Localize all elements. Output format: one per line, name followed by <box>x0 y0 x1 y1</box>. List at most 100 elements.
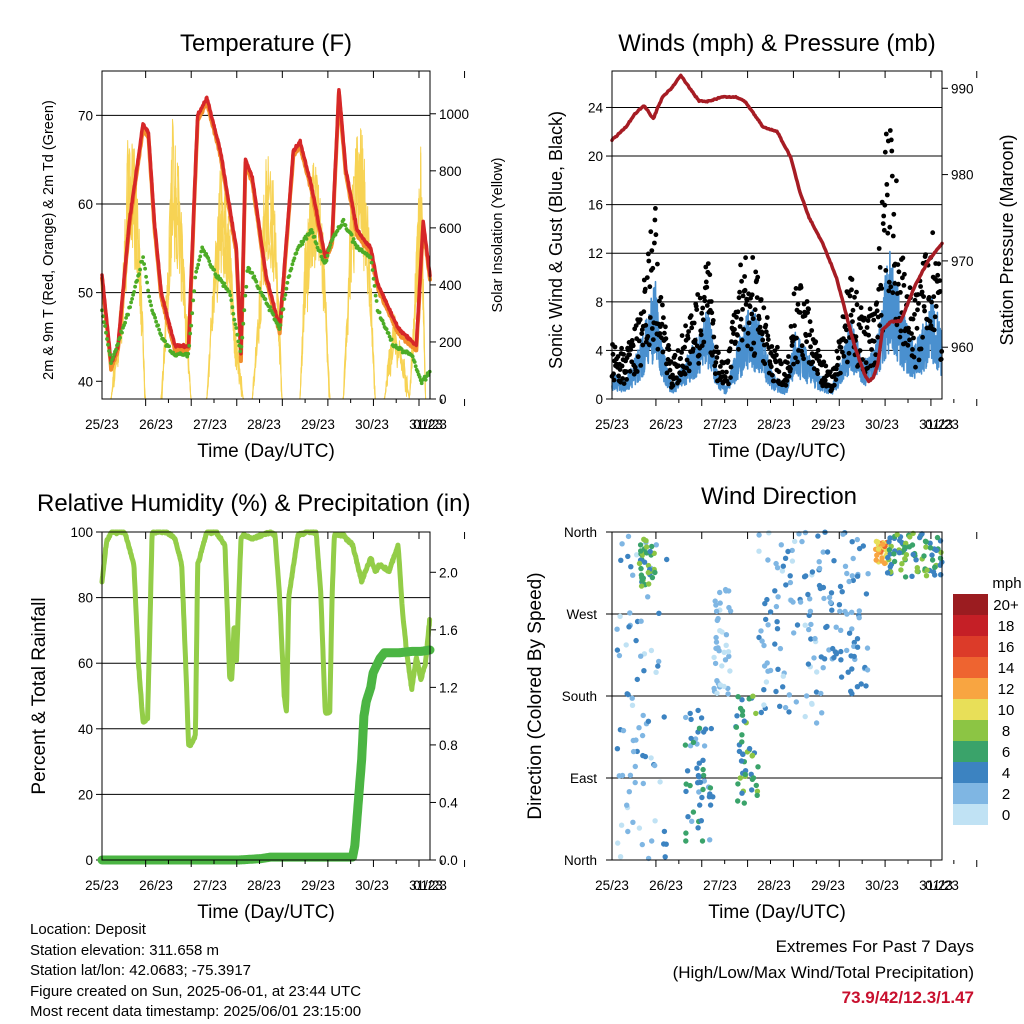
dewpoint-point <box>104 330 108 335</box>
gust-point <box>752 351 758 357</box>
dewpoint-point <box>131 293 136 297</box>
gust-point <box>659 321 665 327</box>
dewpoint-point <box>137 272 142 277</box>
dewpoint-point <box>369 260 374 265</box>
dewpoint-point <box>197 258 202 262</box>
gust-point <box>807 332 812 338</box>
wind-direction-point <box>816 565 823 572</box>
x-tick-label-28: 28/23 <box>757 417 791 432</box>
gust-point <box>810 359 816 365</box>
wind-direction-point <box>700 757 706 763</box>
gust-point <box>771 378 777 384</box>
gust-point <box>760 337 766 343</box>
wind-direction-point <box>683 838 689 844</box>
wind-direction-point <box>723 642 729 648</box>
temp-2m-line <box>100 88 432 365</box>
temperature-ylabel: 2m & 9m T (Red, Orange) & 2m Td (Green) <box>41 100 57 380</box>
temp-ytick-right-label: 600 <box>439 221 462 236</box>
gust-point <box>888 284 894 290</box>
wind-direction-point <box>777 703 783 709</box>
wind-direction-point <box>938 572 944 578</box>
dir-ytick-label-east: East <box>570 771 597 786</box>
wind-direction-point <box>794 622 801 628</box>
wind-direction-point <box>630 572 636 578</box>
wind-direction-point <box>774 565 781 571</box>
gust-point <box>672 352 678 358</box>
wind-direction-point <box>819 710 825 716</box>
gust-point <box>877 323 883 328</box>
wind-direction-point <box>921 553 927 559</box>
temp-ytick-label: 50 <box>78 286 93 301</box>
temp-ytick-label: 60 <box>78 197 93 212</box>
gust-point <box>736 346 741 352</box>
gust-point <box>697 295 703 301</box>
wind-direction-point <box>694 765 700 771</box>
wind-ytick-label: 8 <box>595 295 603 310</box>
gust-point <box>793 286 799 291</box>
wind-direction-point <box>733 724 740 730</box>
gust-point <box>929 299 934 305</box>
gust-point <box>742 274 747 279</box>
gust-point <box>755 274 761 280</box>
wind-direction-point <box>844 611 850 617</box>
colorbar-label: 0 <box>1002 807 1010 824</box>
wind-direction-point <box>664 556 670 563</box>
dewpoint-point <box>250 271 255 275</box>
gust-point <box>848 312 854 318</box>
gust-point <box>882 202 888 208</box>
gust-point <box>867 306 873 312</box>
dewpoint-point <box>417 375 422 379</box>
gust-point <box>836 355 841 361</box>
wind-direction-point <box>840 531 846 537</box>
x-tick-label-31: 31/23 <box>919 878 953 893</box>
dewpoint-point <box>153 315 158 320</box>
wind-direction-point <box>695 780 701 786</box>
wind-direction-point <box>891 551 897 557</box>
gust-point <box>884 182 890 187</box>
dewpoint-point <box>129 300 134 305</box>
wind-direction-point <box>906 544 913 550</box>
wind-direction-point <box>723 632 730 638</box>
wind-direction-point <box>700 786 706 793</box>
wind-direction-point <box>739 790 745 796</box>
wind-direction-point <box>887 535 893 541</box>
gust-point <box>644 275 650 280</box>
wind-direction-point <box>685 814 691 820</box>
dewpoint-point <box>157 327 162 332</box>
colorbar-label: 18 <box>998 618 1015 635</box>
wind-direction-point <box>699 794 705 801</box>
wind-direction-point <box>838 674 845 680</box>
wind-direction-point <box>831 558 837 564</box>
dewpoint-point <box>310 230 315 235</box>
gust-point <box>791 291 797 297</box>
wind-direction-point <box>809 700 815 707</box>
dewpoint-point <box>279 314 284 319</box>
gust-point <box>794 335 799 341</box>
wind-direction-point <box>715 615 721 622</box>
wind-direction-point <box>638 618 644 624</box>
gust-point <box>701 294 707 300</box>
wind-direction-point <box>614 626 620 632</box>
wind-direction-point <box>695 825 701 831</box>
gust-point <box>769 372 775 378</box>
colorbar-swatch <box>953 699 988 720</box>
gust-point <box>793 355 798 361</box>
wind-direction-point <box>829 607 835 613</box>
dewpoint-point <box>410 354 415 359</box>
dewpoint-point <box>312 234 317 239</box>
wind-direction-point <box>903 540 909 546</box>
wind-direction-point <box>653 669 659 675</box>
dewpoint-point <box>301 239 306 244</box>
gust-point <box>714 355 720 360</box>
rh-ytick-right-label: 0.0 <box>439 853 458 868</box>
wind-direction-point <box>661 714 667 720</box>
wind-direction-point <box>697 802 703 808</box>
wind-direction-point <box>627 610 633 616</box>
gust-point <box>675 348 681 353</box>
gust-point <box>885 230 891 236</box>
gust-point <box>619 363 625 369</box>
gust-point <box>643 322 649 328</box>
dewpoint-point <box>143 266 148 271</box>
gust-point <box>752 307 758 313</box>
wind-direction-point <box>735 781 741 787</box>
